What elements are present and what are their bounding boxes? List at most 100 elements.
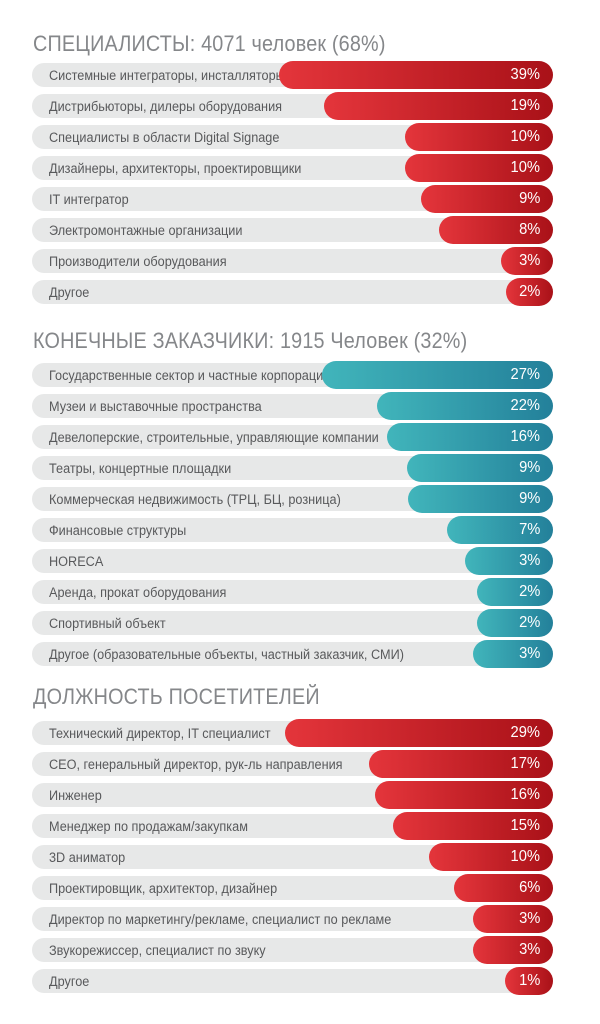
value-label: 2%: [518, 583, 540, 600]
value-bar: 9%: [408, 485, 553, 513]
chart-row: Проектировщик, архитектор, дизайнер 6%: [32, 874, 553, 902]
row-label: Дизайнеры, архитекторы, проектировщики: [49, 160, 302, 176]
value-label: 9%: [518, 190, 540, 207]
value-bar: 3%: [465, 547, 553, 575]
row-label: 3D аниматор: [49, 849, 126, 865]
row-label: Коммерческая недвижимость (ТРЦ, БЦ, розн…: [49, 491, 341, 507]
value-bar: 2%: [477, 609, 553, 637]
value-bar: 27%: [322, 361, 553, 389]
value-bar: 10%: [405, 154, 553, 182]
chart-row: Специалисты в области Digital Signage 10…: [32, 123, 553, 151]
row-label: Девелоперские, строительные, управляющие…: [49, 429, 379, 445]
row-label: Инженер: [49, 787, 102, 803]
value-label: 6%: [518, 879, 540, 896]
value-bar: 17%: [369, 750, 553, 778]
value-bar: 2%: [477, 578, 553, 606]
row-label: Другое: [49, 973, 90, 989]
section-title-end-customers: КОНЕЧНЫЕ ЗАКАЗЧИКИ: 1915 Человек (32%): [33, 328, 468, 353]
chart-row: Музеи и выставочные пространства 22%: [32, 392, 553, 420]
value-label: 3%: [518, 552, 540, 569]
value-label: 2%: [518, 614, 540, 631]
chart-row: Менеджер по продажам/закупкам 15%: [32, 812, 553, 840]
chart-row: Спортивный объект 2%: [32, 609, 553, 637]
row-label: Менеджер по продажам/закупкам: [49, 818, 248, 834]
row-track: HORECA: [32, 549, 548, 573]
value-label: 22%: [510, 397, 540, 414]
value-bar: 22%: [377, 392, 553, 420]
value-bar: 10%: [405, 123, 553, 151]
chart-row: Другое (образовательные объекты, частный…: [32, 640, 553, 668]
chart-row: Системные интеграторы, инсталляторы 39%: [32, 61, 553, 89]
chart-row: Аренда, прокат оборудования 2%: [32, 578, 553, 606]
value-label: 8%: [518, 221, 540, 238]
row-label: Театры, концертные площадки: [49, 460, 232, 476]
chart-row: IT интегратор 9%: [32, 185, 553, 213]
row-label: Звукорежиссер, специалист по звуку: [49, 942, 266, 958]
chart-row: Директор по маркетингу/рекламе, специали…: [32, 905, 553, 933]
chart-row: Инженер 16%: [32, 781, 553, 809]
value-bar: 1%: [505, 967, 553, 995]
value-label: 3%: [518, 645, 540, 662]
chart-row: Технический директор, IT специалист 29%: [32, 719, 553, 747]
chart-row: Производители оборудования 3%: [32, 247, 553, 275]
row-track: Звукорежиссер, специалист по звуку: [32, 938, 548, 962]
section-end-customers: КОНЕЧНЫЕ ЗАКАЗЧИКИ: 1915 Человек (32%) Г…: [32, 328, 553, 668]
section-title-specialists: СПЕЦИАЛИСТЫ: 4071 человек (68%): [33, 31, 386, 56]
section-specialists: СПЕЦИАЛИСТЫ: 4071 человек (68%) Системны…: [32, 0, 553, 306]
value-bar: 9%: [421, 185, 553, 213]
row-track: Другое: [32, 969, 548, 993]
row-label: Аренда, прокат оборудования: [49, 584, 227, 600]
row-label: Производители оборудования: [49, 253, 227, 269]
chart-row: Государственные сектор и частные корпора…: [32, 361, 553, 389]
value-bar: 7%: [447, 516, 553, 544]
chart-row: CEO, генеральный директор, рук-ль направ…: [32, 750, 553, 778]
row-label: Директор по маркетингу/рекламе, специали…: [49, 911, 392, 927]
value-label: 29%: [510, 724, 540, 741]
value-label: 10%: [510, 848, 540, 865]
value-bar: 39%: [279, 61, 553, 89]
value-bar: 2%: [506, 278, 553, 306]
chart-row: Театры, концертные площадки 9%: [32, 454, 553, 482]
row-label: Спортивный объект: [49, 615, 166, 631]
value-label: 10%: [510, 159, 540, 176]
row-track: Директор по маркетингу/рекламе, специали…: [32, 907, 548, 931]
value-label: 7%: [518, 521, 540, 538]
row-label: Финансовые структуры: [49, 522, 187, 538]
row-label: Другое: [49, 284, 90, 300]
value-bar: 6%: [454, 874, 553, 902]
value-bar: 8%: [439, 216, 553, 244]
row-track: Спортивный объект: [32, 611, 548, 635]
row-label: HORECA: [49, 553, 104, 569]
chart-row: Коммерческая недвижимость (ТРЦ, БЦ, розн…: [32, 485, 553, 513]
row-label: Другое (образовательные объекты, частный…: [49, 646, 404, 662]
bar-rows-visitor-positions: Технический директор, IT специалист 29% …: [32, 719, 553, 995]
chart-row: Другое 2%: [32, 278, 553, 306]
value-label: 3%: [518, 252, 540, 269]
chart-row: 3D аниматор 10%: [32, 843, 553, 871]
chart-row: Дизайнеры, архитекторы, проектировщики 1…: [32, 154, 553, 182]
row-track: Другое: [32, 280, 548, 304]
chart-row: Финансовые структуры 7%: [32, 516, 553, 544]
value-label: 27%: [510, 366, 540, 383]
value-bar: 16%: [387, 423, 553, 451]
row-label: Системные интеграторы, инсталляторы: [49, 67, 285, 83]
row-label: Специалисты в области Digital Signage: [49, 129, 280, 145]
value-label: 15%: [510, 817, 540, 834]
value-label: 1%: [518, 972, 540, 989]
value-bar: 15%: [393, 812, 553, 840]
value-bar: 3%: [473, 640, 553, 668]
value-label: 39%: [510, 66, 540, 83]
value-label: 3%: [518, 910, 540, 927]
value-bar: 3%: [501, 247, 553, 275]
row-label: Государственные сектор и частные корпора…: [49, 367, 331, 383]
row-label: Музеи и выставочные пространства: [49, 398, 262, 414]
bar-rows-specialists: Системные интеграторы, инсталляторы 39% …: [32, 61, 553, 306]
section-visitor-positions: ДОЛЖНОСТЬ ПОСЕТИТЕЛЕЙ Технический директ…: [32, 686, 553, 995]
value-label: 2%: [518, 283, 540, 300]
chart-row: Дистрибьюторы, дилеры оборудования 19%: [32, 92, 553, 120]
row-label: IT интегратор: [49, 191, 129, 207]
chart-row: Девелоперские, строительные, управляющие…: [32, 423, 553, 451]
value-bar: 10%: [429, 843, 553, 871]
value-bar: 16%: [375, 781, 553, 809]
value-label: 10%: [510, 128, 540, 145]
